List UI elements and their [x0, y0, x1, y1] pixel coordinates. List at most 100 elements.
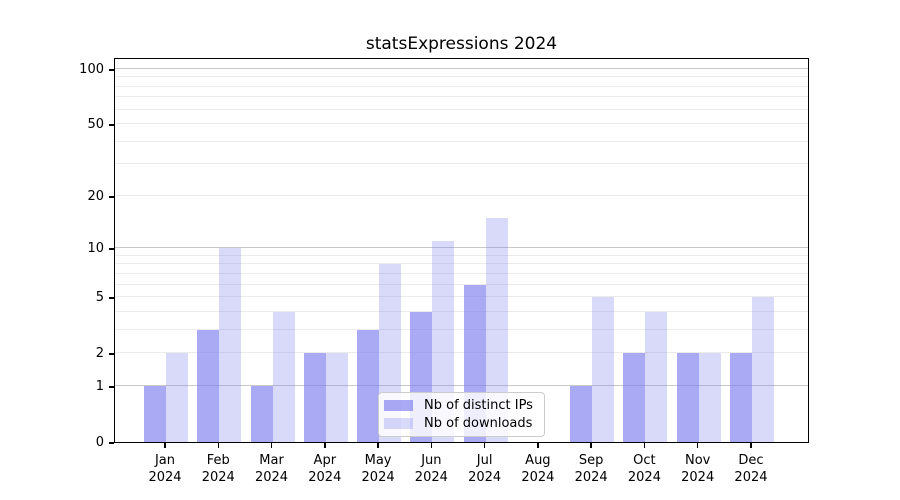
x-tick-dec	[750, 443, 752, 448]
minor-gridline-30	[115, 163, 808, 165]
x-label-month: Apr	[313, 453, 337, 468]
y-tick-label-20: 20	[87, 188, 104, 204]
x-label-month: Oct	[633, 453, 656, 468]
x-tick-jul	[483, 443, 486, 448]
minor-gridline-50	[115, 123, 808, 125]
x-tick-label-apr: Apr 2024	[293, 452, 357, 486]
legend-swatch-distinct-ips-icon	[384, 400, 413, 412]
x-label-year: 2024	[468, 470, 502, 485]
y-tick-100	[109, 69, 114, 71]
x-label-month: Mar	[259, 453, 284, 468]
y-tick-label-5: 5	[95, 290, 104, 306]
minor-gridline-9	[115, 254, 808, 256]
chart-title: statsExpressions 2024	[365, 34, 558, 54]
x-tick-aug	[537, 443, 539, 448]
x-label-year: 2024	[308, 470, 342, 485]
x-label-month: Jan	[154, 453, 176, 468]
minor-gridline-90	[115, 76, 808, 78]
bar-downloads-mar	[272, 311, 295, 442]
bar-downloads-sep	[592, 297, 615, 442]
bar-downloads-jun	[432, 241, 455, 442]
major-gridline-1	[115, 384, 808, 386]
x-label-month: Jun	[421, 453, 442, 468]
y-tick-label-1: 1	[95, 378, 104, 394]
legend-label-downloads: Nb of downloads	[424, 415, 533, 431]
x-tick-label-sep: Sep 2024	[559, 452, 623, 486]
x-label-month: Sep	[578, 453, 604, 468]
bar-downloads-apr	[325, 353, 348, 442]
bar-ips-sep	[570, 385, 593, 442]
bar-downloads-oct	[645, 311, 668, 442]
legend: Nb of distinct IPs Nb of downloads	[378, 392, 545, 437]
x-label-year: 2024	[574, 470, 608, 485]
minor-gridline-3	[115, 328, 808, 330]
x-tick-label-jul: Jul 2024	[453, 452, 517, 486]
x-tick-label-jun: Jun 2024	[399, 452, 463, 486]
x-label-year: 2024	[201, 470, 235, 485]
x-tick-nov	[696, 443, 699, 448]
x-tick-label-nov: Nov 2024	[666, 452, 730, 486]
minor-gridline-8	[115, 263, 808, 265]
x-tick-label-mar: Mar 2024	[240, 452, 304, 486]
y-tick-0	[109, 442, 114, 444]
bar-ips-nov	[676, 353, 699, 442]
x-tick-mar	[270, 443, 273, 448]
legend-item-downloads: Nb of downloads	[384, 415, 536, 433]
y-tick-label-10: 10	[87, 241, 104, 257]
x-tick-jun	[430, 443, 433, 448]
bar-ips-apr	[303, 353, 326, 442]
minor-gridline-70	[115, 96, 808, 98]
bar-ips-oct	[623, 353, 646, 442]
minor-gridline-5	[115, 296, 808, 298]
minor-gridline-60	[115, 108, 808, 110]
y-tick-label-50: 50	[87, 117, 104, 133]
x-label-month: Dec	[738, 453, 764, 468]
x-label-year: 2024	[681, 470, 715, 485]
y-tick-label-0: 0	[95, 435, 104, 450]
x-label-year: 2024	[521, 470, 555, 485]
plot-area	[114, 58, 809, 443]
y-tick-5	[109, 297, 114, 299]
bar-downloads-nov	[698, 353, 721, 442]
y-tick-label-100: 100	[79, 61, 104, 77]
bar-ips-may	[357, 329, 380, 442]
bar-downloads-jan	[166, 353, 188, 442]
x-label-month: Feb	[206, 453, 230, 468]
y-tick-2	[109, 353, 114, 355]
x-tick-jan	[164, 443, 166, 448]
major-gridline-100	[115, 68, 808, 69]
legend-swatch-downloads-icon	[384, 417, 413, 429]
bar-downloads-jul	[485, 217, 508, 442]
minor-gridline-4	[115, 310, 808, 312]
bar-ips-feb	[197, 329, 220, 442]
x-tick-label-jan: Jan 2024	[133, 452, 197, 486]
y-tick-1	[109, 386, 114, 388]
y-tick-label-2: 2	[95, 346, 104, 362]
x-tick-label-oct: Oct 2024	[612, 452, 676, 486]
x-label-year: 2024	[734, 470, 768, 485]
minor-gridline-20	[115, 194, 808, 196]
x-label-month: Nov	[685, 453, 711, 468]
major-gridline-10	[115, 247, 808, 249]
x-label-month: Jul	[476, 453, 493, 468]
x-tick-apr	[324, 443, 326, 448]
minor-gridline-40	[115, 140, 808, 142]
x-tick-label-aug: Aug 2024	[506, 452, 570, 486]
legend-item-distinct-ips: Nb of distinct IPs	[384, 397, 536, 415]
x-tick-may	[377, 443, 379, 448]
x-label-year: 2024	[414, 470, 448, 485]
bar-ips-dec	[729, 353, 752, 442]
x-label-month: May	[364, 453, 392, 468]
bar-downloads-dec	[751, 297, 774, 442]
x-tick-label-feb: Feb 2024	[186, 452, 250, 486]
x-label-year: 2024	[361, 470, 395, 485]
minor-gridline-80	[115, 85, 808, 87]
x-label-year: 2024	[627, 470, 661, 485]
x-tick-oct	[643, 443, 646, 448]
y-tick-20	[109, 196, 114, 198]
y-tick-10	[109, 248, 114, 250]
x-tick-label-dec: Dec 2024	[719, 452, 783, 486]
x-label-month: Aug	[525, 453, 551, 468]
bar-ips-jan	[144, 385, 166, 442]
